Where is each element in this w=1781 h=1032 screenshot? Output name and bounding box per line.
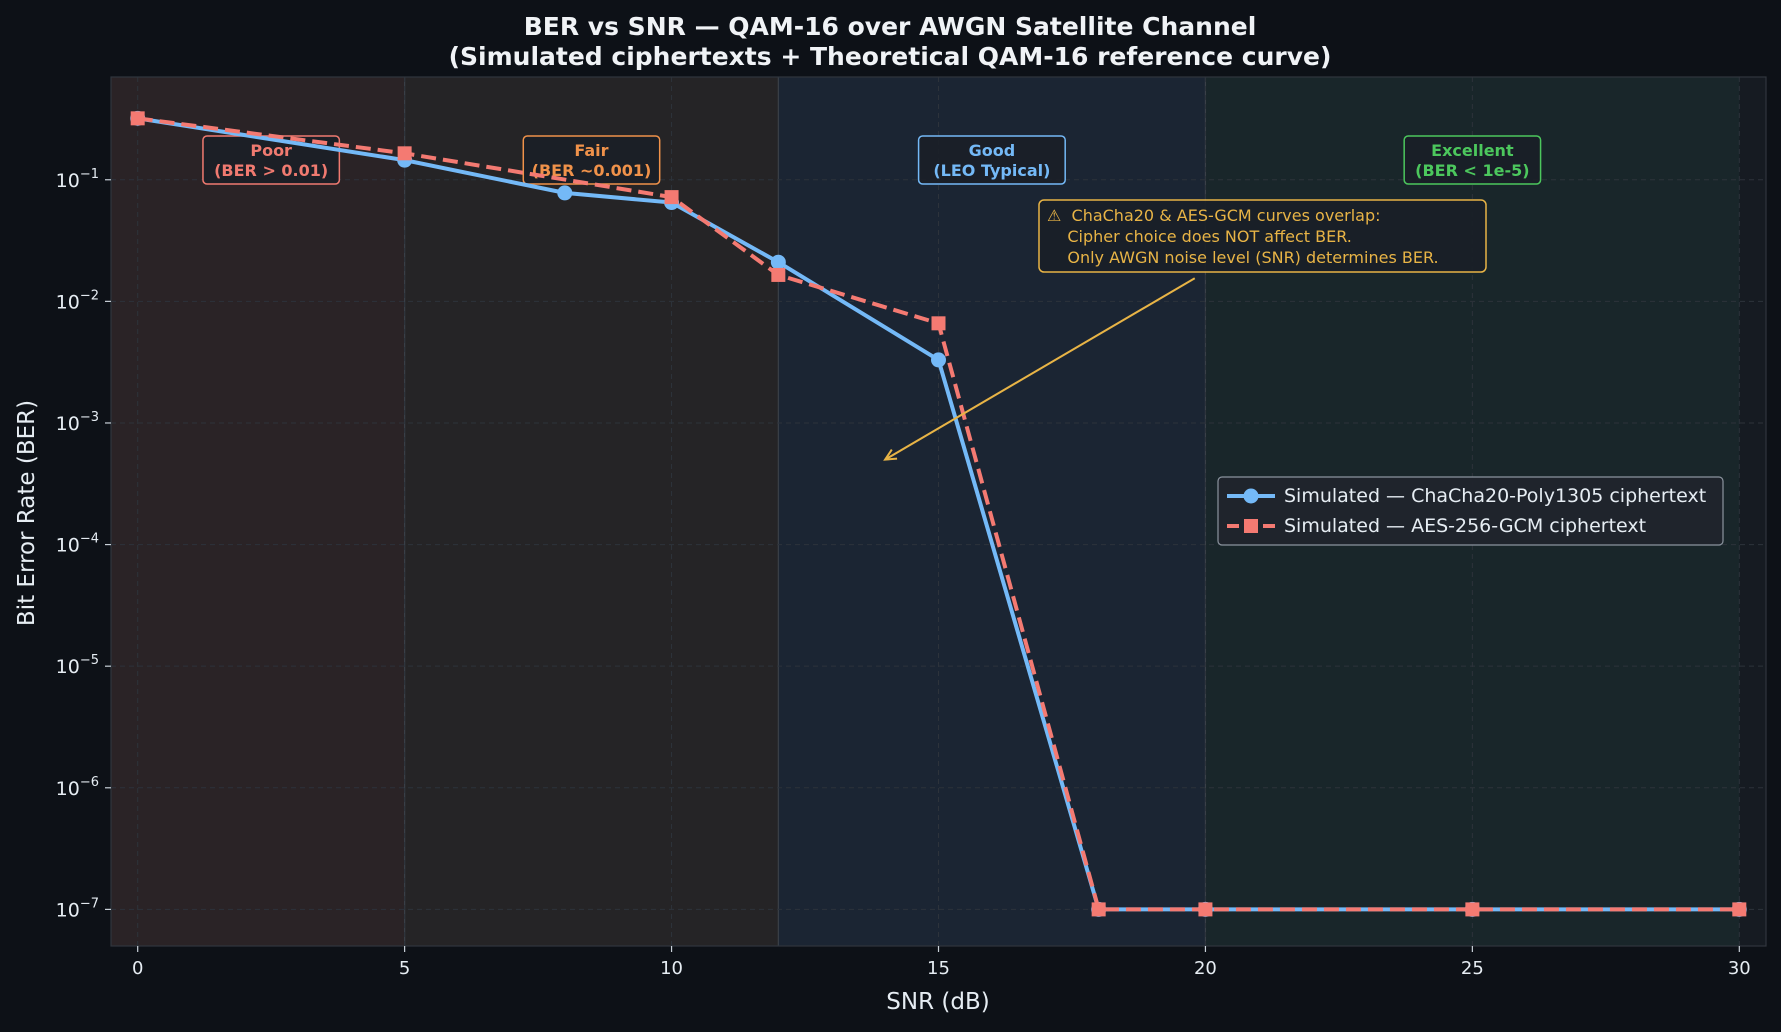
legend-entry-1[interactable]: Simulated — AES-256-GCM ciphertext [1227,515,1646,537]
x-tick-label: 10 [660,958,683,979]
y-axis-label: Bit Error Rate (BER) [14,400,40,626]
y-tick-exponent: −2 [80,288,99,303]
x-tick-label: 20 [1194,958,1217,979]
chart-title: BER vs SNR — QAM-16 over AWGN Satellite … [524,12,1257,41]
data-point-square [1091,902,1106,917]
data-point-circle [557,185,573,201]
legend[interactable]: Simulated — ChaCha20-Poly1305 ciphertext… [1217,476,1724,546]
x-tick-label: 5 [399,958,410,979]
zone-label-box [917,135,1066,185]
y-tick-exponent: −3 [80,410,99,425]
annotation-text-line: ⚠ ChaCha20 & AES-GCM curves overlap: [1047,206,1381,225]
x-tick-label: 25 [1461,958,1484,979]
data-point-square [397,146,412,161]
zone-label-box [522,135,661,185]
y-tick-base: 10 [56,535,80,557]
zone-label-range: (BER ~0.001) [532,161,652,180]
annotation-arrow-line [884,277,1196,461]
zone-label-range: (LEO Typical) [933,161,1050,180]
zone-label-title: Fair [574,141,608,160]
zone-label-box [1403,135,1542,185]
zone-label-title: Good [969,141,1016,160]
data-point-square [130,111,145,126]
zone-label-1: Fair(BER ~0.001) [522,135,661,185]
y-tick-label: 10−5 [56,653,99,678]
zone-label-3: Excellent(BER < 1e-5) [1403,135,1542,185]
y-tick-base: 10 [56,413,80,435]
y-tick-label: 10−2 [56,288,99,313]
snr-region-1 [404,77,779,946]
y-tick-base: 10 [56,778,80,800]
chart-subtitle: (Simulated ciphertexts + Theoretical QAM… [449,42,1332,71]
y-tick-base: 10 [56,656,80,678]
overlap-annotation: ⚠ ChaCha20 & AES-GCM curves overlap: Cip… [883,199,1487,461]
y-tick-exponent: −5 [80,653,99,668]
legend-label: Simulated — AES-256-GCM ciphertext [1284,515,1646,537]
data-point-circle [770,254,786,270]
annotation-text-line: Only AWGN noise level (SNR) determines B… [1047,248,1439,267]
zone-label-range: (BER < 1e-5) [1415,161,1529,180]
legend-label: Simulated — ChaCha20-Poly1305 ciphertext [1284,485,1706,507]
data-point-circle [931,352,946,368]
legend-entry-0[interactable]: Simulated — ChaCha20-Poly1305 ciphertext [1227,485,1706,507]
y-tick-label: 10−7 [56,896,99,921]
y-tick-base: 10 [56,291,80,313]
data-series [130,110,1747,917]
data-point-square [1198,902,1213,917]
y-tick-base: 10 [56,170,80,192]
zone-label-title: Poor [250,141,292,160]
zone-label-0: Poor(BER > 0.01) [202,135,341,185]
data-point-square [1732,902,1747,917]
zone-label-title: Excellent [1431,141,1514,160]
legend-marker-square [1244,519,1258,533]
x-tick-label: 15 [927,958,950,979]
x-tick-label: 0 [132,958,143,979]
y-tick-label: 10−6 [56,775,99,800]
zone-labels: Poor(BER > 0.01) Fair(BER ~0.001) Good(LEO… [202,135,1542,185]
data-point-square [771,267,786,282]
y-tick-exponent: −7 [80,896,99,911]
annotation-arrow-head [883,449,898,461]
legend-box [1217,476,1724,546]
data-point-square [1465,902,1480,917]
y-tick-exponent: −4 [80,532,99,547]
x-axis-label: SNR (dB) [886,989,989,1015]
legend-marker-circle [1243,488,1259,504]
zone-label-2: Good(LEO Typical) [917,135,1066,185]
x-tick-label: 30 [1728,958,1751,979]
y-tick-exponent: −1 [80,167,99,182]
series-1 [130,111,1747,917]
y-tick-exponent: −6 [80,775,99,790]
annotation-box [1038,199,1487,273]
y-tick-label: 10−3 [56,410,99,435]
zone-label-range: (BER > 0.01) [214,161,328,180]
y-tick-label: 10−4 [56,532,99,557]
y-tick-label: 10−1 [56,167,99,192]
data-point-square [664,190,679,205]
data-point-square [931,316,946,331]
annotation-text-line: Cipher choice does NOT affect BER. [1047,227,1352,246]
y-tick-base: 10 [56,899,80,921]
snr-region-0 [111,77,405,946]
